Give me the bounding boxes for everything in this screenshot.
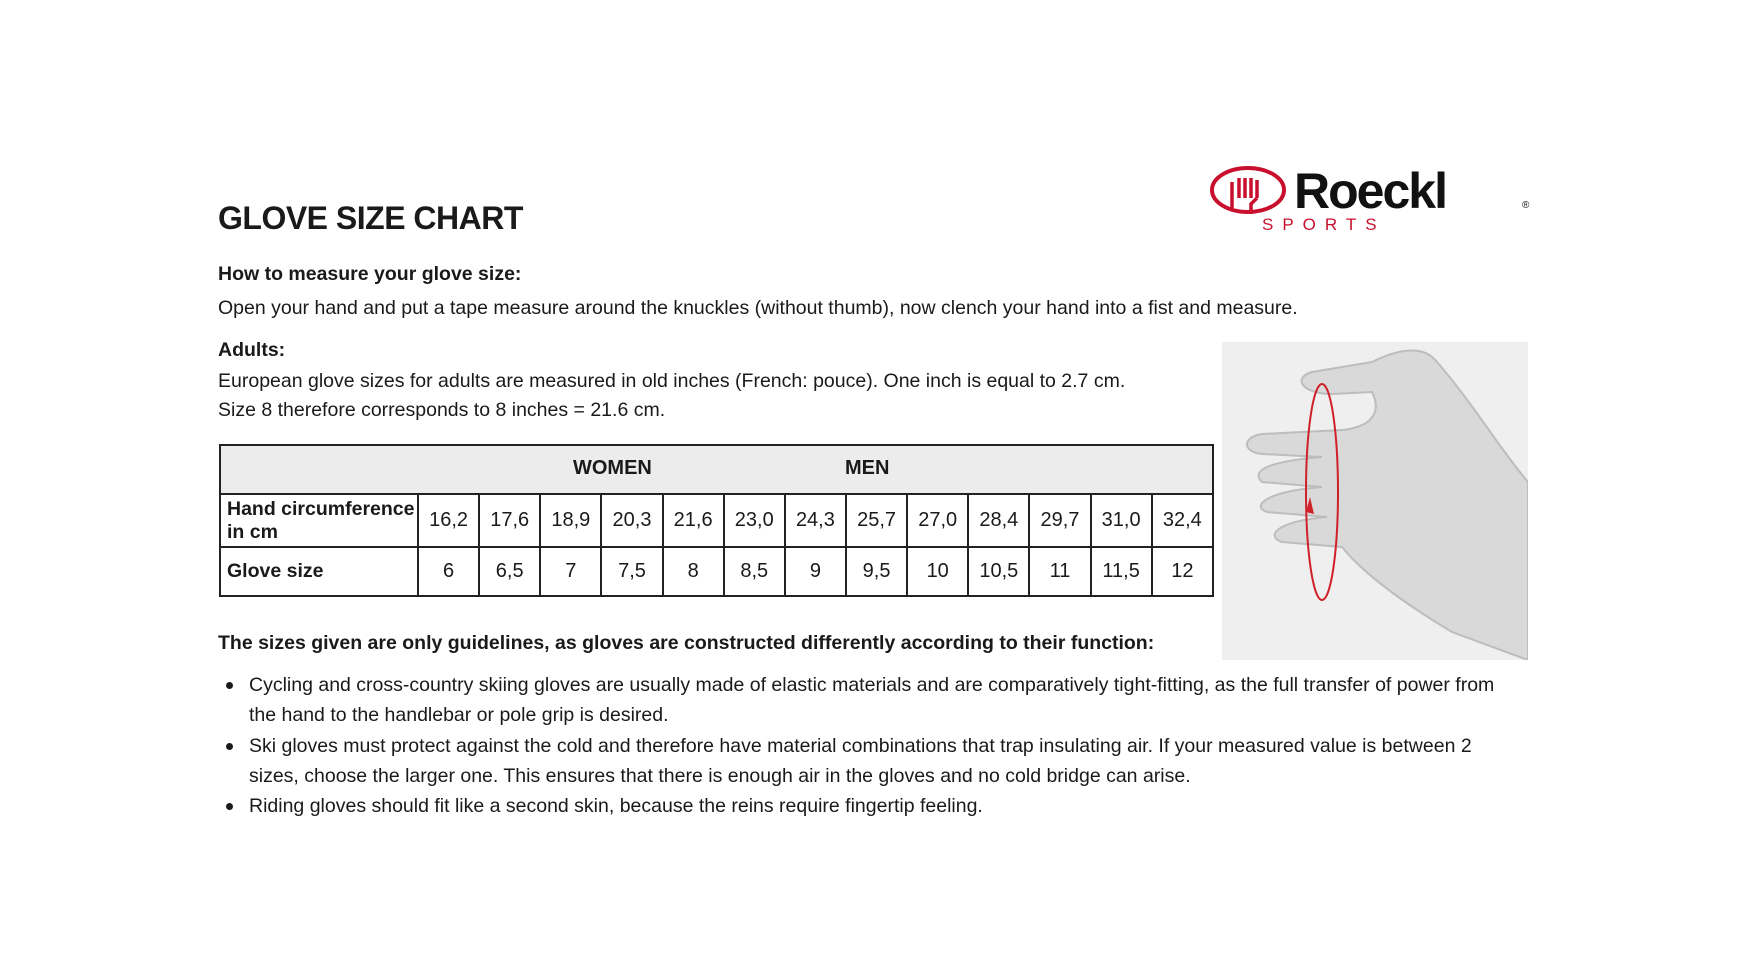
measure-heading: How to measure your glove size: xyxy=(218,263,522,285)
glove-size-cell: 6,5 xyxy=(478,546,542,597)
adults-line-2: Size 8 therefore corresponds to 8 inches… xyxy=(218,399,666,421)
svg-text:®: ® xyxy=(1522,200,1530,211)
glove-size-cell: 8,5 xyxy=(722,546,786,597)
row-label-glove-size: Glove size xyxy=(219,546,419,597)
glove-size-cell: 10,5 xyxy=(967,546,1031,597)
glove-size-cell: 10 xyxy=(906,546,970,597)
glove-size-cell: 8 xyxy=(661,546,725,597)
list-item: Ski gloves must protect against the cold… xyxy=(224,731,1524,792)
glove-size-cell: 11,5 xyxy=(1089,546,1153,597)
glove-size-cell: 7 xyxy=(539,546,603,597)
group-men: MEN xyxy=(845,456,890,479)
page-title: GLOVE SIZE CHART xyxy=(218,200,523,236)
circumference-cell: 29,7 xyxy=(1028,493,1092,548)
roeckl-logo: Roeckl ® SPORTS xyxy=(1210,160,1530,235)
hand-measurement-image xyxy=(1222,342,1529,662)
adults-line-1: European glove sizes for adults are meas… xyxy=(218,370,1126,392)
size-table: WOMEN MEN Hand circumference in cm 16,2 17… xyxy=(219,444,1215,597)
list-item: Riding gloves should fit like a second s… xyxy=(224,791,1524,821)
row-label-circumference: Hand circumference in cm xyxy=(219,493,419,548)
svg-text:Roeckl: Roeckl xyxy=(1294,163,1446,219)
measure-text: Open your hand and put a tape measure ar… xyxy=(218,297,1298,319)
guidelines-heading: The sizes given are only guidelines, as … xyxy=(218,632,1155,654)
circumference-cell: 18,9 xyxy=(539,493,603,548)
circumference-cell: 28,4 xyxy=(967,493,1031,548)
circumference-cell: 23,0 xyxy=(722,493,786,548)
svg-text:SPORTS: SPORTS xyxy=(1262,215,1386,234)
glove-size-cell: 11 xyxy=(1028,546,1092,597)
glove-size-cell: 9,5 xyxy=(844,546,909,597)
circumference-cell: 16,2 xyxy=(416,493,481,548)
circumference-cell: 20,3 xyxy=(600,493,664,548)
circumference-cell: 27,0 xyxy=(906,493,970,548)
circumference-cell: 32,4 xyxy=(1150,493,1215,548)
group-women: WOMEN xyxy=(573,456,652,479)
circumference-cell: 25,7 xyxy=(844,493,909,548)
circumference-cell: 24,3 xyxy=(783,493,847,548)
circumference-cell: 31,0 xyxy=(1089,493,1153,548)
adults-heading: Adults: xyxy=(218,339,286,361)
glove-size-cell: 12 xyxy=(1150,546,1215,597)
glove-size-cell: 7,5 xyxy=(600,546,664,597)
glove-size-cell: 9 xyxy=(783,546,847,597)
circumference-cell: 21,6 xyxy=(661,493,725,548)
glove-size-cell: 6 xyxy=(416,546,481,597)
guidelines-list: Cycling and cross-country skiing gloves … xyxy=(224,670,1524,821)
list-item: Cycling and cross-country skiing gloves … xyxy=(224,670,1524,731)
group-header-row: WOMEN MEN xyxy=(219,444,1214,495)
circumference-cell: 17,6 xyxy=(478,493,542,548)
